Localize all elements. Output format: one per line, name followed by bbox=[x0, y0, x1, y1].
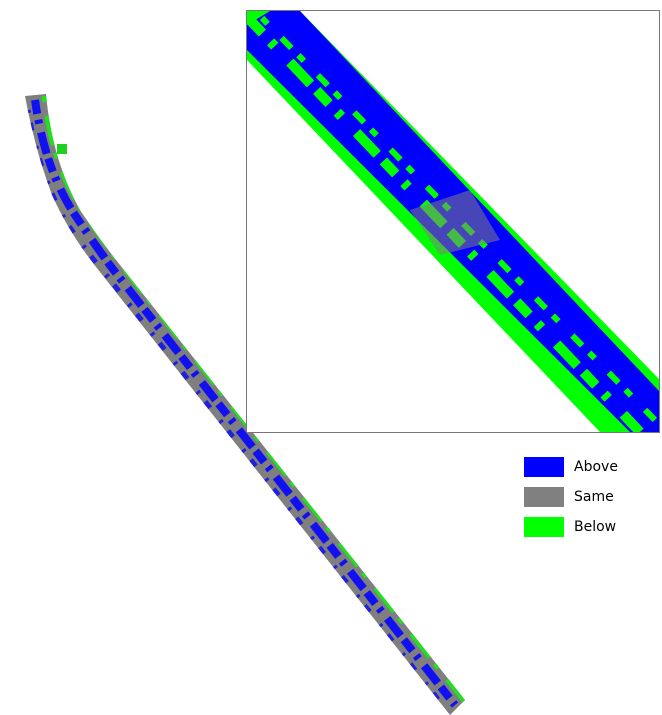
legend-label: Same bbox=[574, 489, 614, 505]
legend-swatch bbox=[524, 457, 564, 477]
legend-swatch bbox=[524, 517, 564, 537]
legend-label: Above bbox=[574, 459, 618, 475]
map: Above Same Below bbox=[0, 0, 662, 715]
legend: Above Same Below bbox=[524, 457, 618, 537]
strip-feature bbox=[57, 144, 67, 154]
page: AboveSameBelow (() => { const data = JSO… bbox=[0, 0, 662, 715]
legend-swatch bbox=[524, 487, 564, 507]
legend-label: Below bbox=[574, 519, 616, 535]
inset-map bbox=[247, 11, 661, 433]
